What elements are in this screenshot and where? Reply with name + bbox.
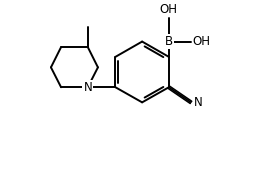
Text: N: N [194, 96, 202, 109]
Text: OH: OH [193, 35, 211, 48]
Text: N: N [83, 81, 92, 94]
Text: B: B [165, 35, 173, 48]
Text: OH: OH [160, 3, 178, 16]
